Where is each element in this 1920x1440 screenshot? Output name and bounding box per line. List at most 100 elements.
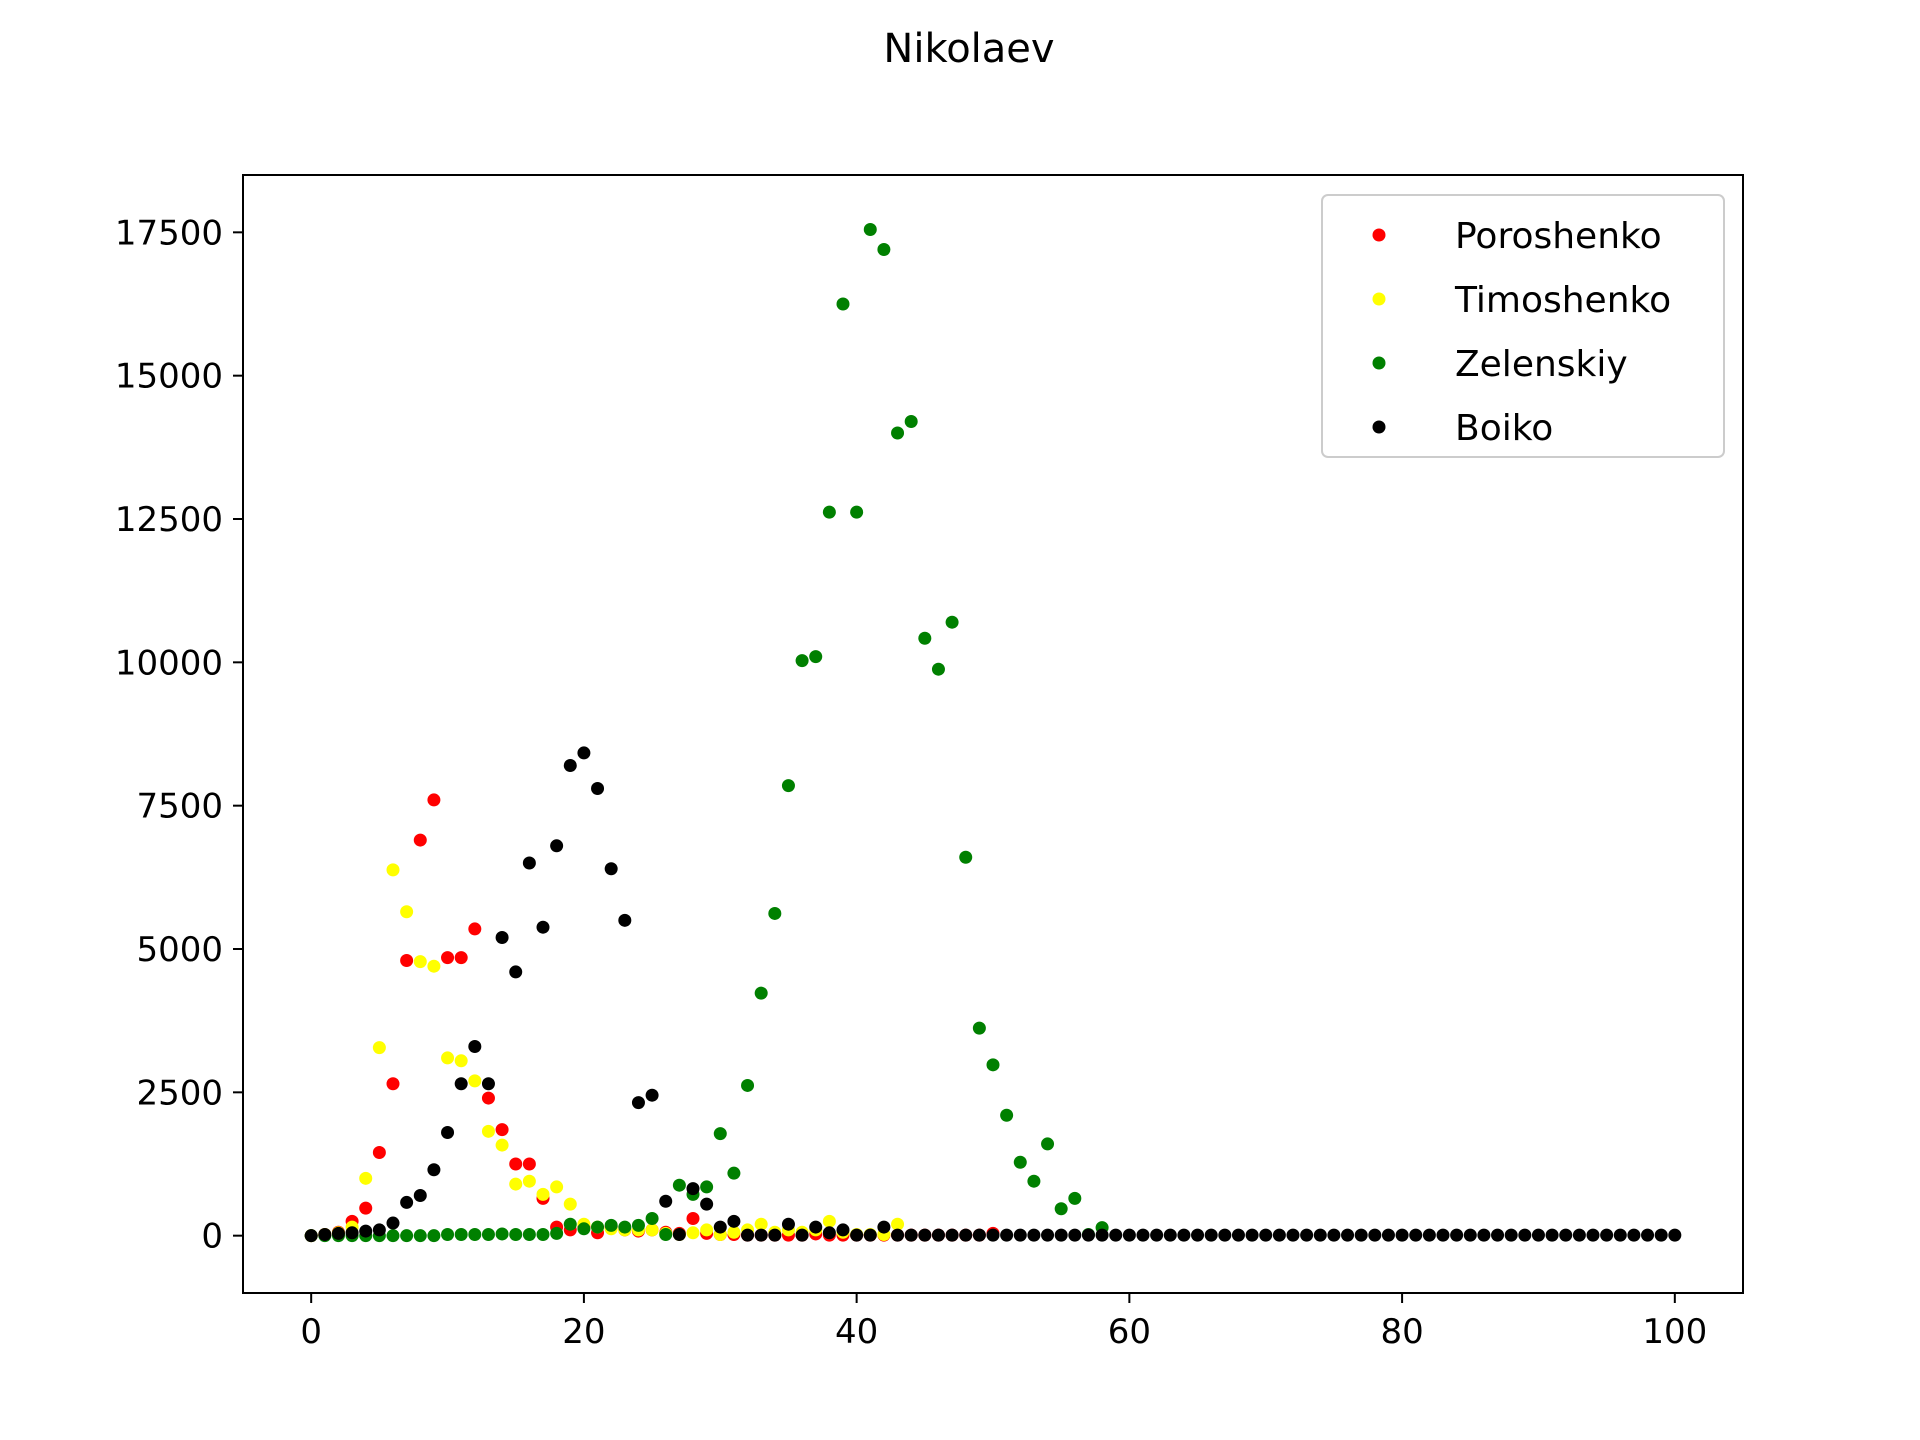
- data-point: [427, 959, 441, 973]
- series-poroshenko: [304, 793, 1000, 1243]
- data-point: [495, 1138, 509, 1152]
- legend-marker: [1372, 420, 1386, 434]
- data-point: [904, 415, 918, 429]
- data-point: [877, 1220, 891, 1234]
- data-point: [454, 1054, 468, 1068]
- legend-marker: [1372, 228, 1386, 242]
- data-point: [1231, 1228, 1245, 1242]
- data-point: [522, 1174, 536, 1188]
- data-point: [863, 222, 877, 236]
- data-point: [836, 1223, 850, 1237]
- y-tick-label: 0: [201, 1217, 223, 1257]
- data-point: [400, 953, 414, 967]
- data-point: [754, 986, 768, 1000]
- data-point: [509, 1228, 523, 1242]
- data-point: [427, 1229, 441, 1243]
- data-point: [1341, 1228, 1355, 1242]
- data-point: [1041, 1228, 1055, 1242]
- data-point: [754, 1217, 768, 1231]
- data-point: [713, 1220, 727, 1234]
- data-point: [481, 1124, 495, 1138]
- data-point: [413, 1189, 427, 1203]
- data-point: [536, 1187, 550, 1201]
- data-point: [1641, 1228, 1655, 1242]
- data-point: [850, 1228, 864, 1242]
- axes: 0 20 40 60 80 100 0 2500 5000 7500 10000 12500 15000…: [115, 213, 1707, 1352]
- data-point: [563, 759, 577, 773]
- data-point: [754, 1228, 768, 1242]
- y-tick-label: 15000: [115, 357, 223, 397]
- data-point: [591, 781, 605, 795]
- data-point: [822, 1226, 836, 1240]
- data-point: [700, 1180, 714, 1194]
- data-point: [536, 920, 550, 934]
- data-point: [386, 863, 400, 877]
- data-point: [468, 1228, 482, 1242]
- data-point: [454, 1077, 468, 1091]
- data-point: [945, 1228, 959, 1242]
- data-point: [1081, 1228, 1095, 1242]
- data-point: [645, 1088, 659, 1102]
- data-point: [631, 1096, 645, 1110]
- data-point: [1572, 1228, 1586, 1242]
- data-point: [550, 1226, 564, 1240]
- data-point: [522, 1228, 536, 1242]
- data-point: [1218, 1228, 1232, 1242]
- data-point: [400, 905, 414, 919]
- data-point: [1477, 1228, 1491, 1242]
- data-point: [809, 650, 823, 664]
- data-point: [386, 1077, 400, 1091]
- data-point: [781, 1217, 795, 1231]
- data-point: [672, 1228, 686, 1242]
- data-point: [959, 850, 973, 864]
- data-point: [454, 1228, 468, 1242]
- data-point: [1054, 1202, 1068, 1216]
- data-point: [809, 1220, 823, 1234]
- x-tick-label: 20: [562, 1312, 605, 1352]
- data-point: [700, 1223, 714, 1237]
- data-point: [1613, 1228, 1627, 1242]
- data-point: [1122, 1228, 1136, 1242]
- data-point: [604, 862, 618, 876]
- data-point: [986, 1058, 1000, 1072]
- legend-marker: [1372, 356, 1386, 370]
- data-point: [795, 654, 809, 668]
- legend-label: Zelenskiy: [1455, 344, 1628, 385]
- data-point: [413, 1229, 427, 1243]
- data-point: [495, 1227, 509, 1241]
- data-point: [1381, 1228, 1395, 1242]
- data-point: [1504, 1228, 1518, 1242]
- data-point: [1013, 1228, 1027, 1242]
- data-point: [1354, 1228, 1368, 1242]
- data-point: [400, 1229, 414, 1243]
- data-point: [468, 1074, 482, 1088]
- data-point: [1191, 1228, 1205, 1242]
- data-point: [604, 1218, 618, 1232]
- data-point: [1272, 1228, 1286, 1242]
- data-point: [645, 1223, 659, 1237]
- x-tick-label: 80: [1380, 1312, 1423, 1352]
- data-point: [591, 1220, 605, 1234]
- data-point: [536, 1228, 550, 1242]
- data-point: [877, 243, 891, 257]
- data-point: [1027, 1228, 1041, 1242]
- data-point: [563, 1217, 577, 1231]
- data-point: [904, 1228, 918, 1242]
- data-point: [1463, 1228, 1477, 1242]
- data-point: [304, 1229, 318, 1243]
- chart-title: Nikolaev: [883, 26, 1054, 72]
- data-point: [1368, 1228, 1382, 1242]
- data-point: [618, 913, 632, 927]
- data-point: [781, 779, 795, 793]
- data-point: [1013, 1155, 1027, 1169]
- data-point: [427, 1163, 441, 1177]
- data-point: [768, 1228, 782, 1242]
- data-point: [577, 746, 591, 760]
- x-tick-label: 40: [835, 1312, 878, 1352]
- data-point: [1000, 1228, 1014, 1242]
- data-point: [441, 1125, 455, 1139]
- data-point: [1095, 1228, 1109, 1242]
- data-point: [1150, 1228, 1164, 1242]
- x-tick-label: 100: [1642, 1312, 1707, 1352]
